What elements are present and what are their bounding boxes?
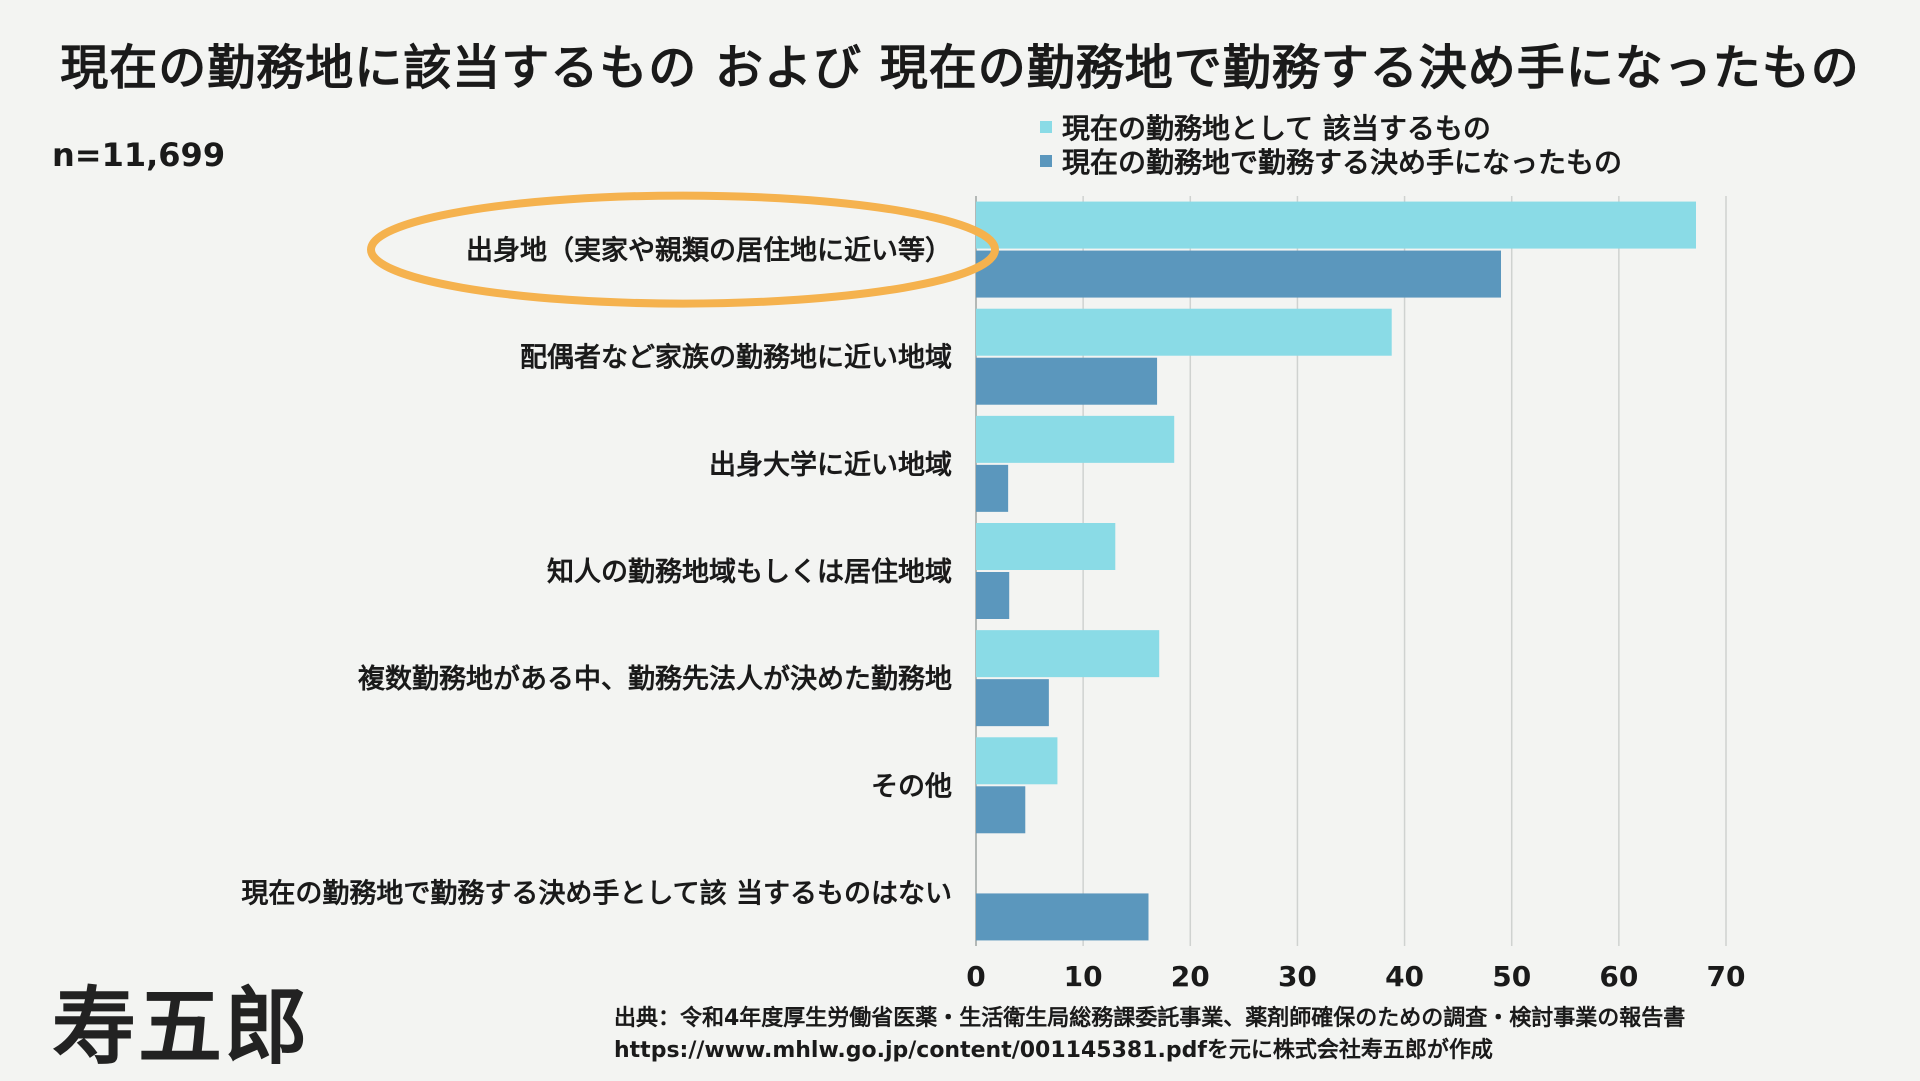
bar-series-2 <box>976 893 1149 941</box>
x-tick-label: 50 <box>1492 960 1531 993</box>
x-tick-label: 40 <box>1385 960 1424 993</box>
bar-series-2 <box>976 786 1026 834</box>
source-citation: 出典：令和4年度厚生労働省医薬・生活衛生局総務課委託事業、薬剤師確保のための調査… <box>614 1003 1685 1067</box>
category-label: その他 <box>871 771 952 802</box>
bar-series-2 <box>976 679 1049 727</box>
chart-title: 現在の勤務地に該当するもの および 現在の勤務地で勤務する決め手になったもの <box>60 40 1860 96</box>
legend-swatch-series-2 <box>1040 155 1052 167</box>
legend-label-series-2: 現在の勤務地で勤務する決め手になったもの <box>1062 146 1623 179</box>
bar-series-1 <box>976 737 1058 785</box>
x-tick-label: 20 <box>1171 960 1210 993</box>
category-label: 現在の勤務地で勤務する決め手として該 当するものはない <box>241 877 952 909</box>
category-label: 複数勤務地がある中、勤務先法人が決めた勤務地 <box>358 663 952 695</box>
legend-swatch-series-1 <box>1040 121 1052 133</box>
bar-series-1 <box>976 415 1175 463</box>
category-label: 配偶者など家族の勤務地に近い地域 <box>520 342 952 374</box>
legend-label-series-1: 現在の勤務地として 該当するもの <box>1062 112 1491 145</box>
bar-series-2 <box>976 357 1158 405</box>
legend-item-series-2: 現在の勤務地で勤務する決め手になったもの <box>1040 144 1623 179</box>
bar-series-1 <box>976 308 1392 356</box>
company-logo: 寿五郎 <box>52 977 311 1076</box>
chart-legend: 現在の勤務地として 該当するもの 現在の勤務地で勤務する決め手になったもの <box>1040 110 1623 179</box>
highlight-ellipse <box>367 191 999 308</box>
category-label: 知人の勤務地域もしくは居住地域 <box>547 556 952 588</box>
bar-series-2 <box>976 250 1501 298</box>
bar-series-1 <box>976 630 1160 678</box>
category-label: 出身地（実家や親類の居住地に近い等） <box>466 235 952 267</box>
x-tick-label: 60 <box>1599 960 1638 993</box>
legend-item-series-1: 現在の勤務地として 該当するもの <box>1040 110 1622 145</box>
source-line-2: https://www.mhlw.go.jp/content/001145381… <box>614 1038 1493 1063</box>
bar-series-1 <box>976 201 1696 249</box>
bar-series-1 <box>976 523 1116 570</box>
x-tick-label: 30 <box>1278 960 1317 993</box>
sample-size-label: n=11,699 <box>52 136 226 174</box>
x-tick-label: 0 <box>966 960 985 993</box>
x-tick-label: 10 <box>1064 960 1103 993</box>
bar-series-2 <box>976 572 1010 619</box>
bar-series-2 <box>976 464 1009 512</box>
category-label: 出身大学に近い地域 <box>709 449 952 481</box>
source-line-1: 出典：令和4年度厚生労働省医薬・生活衛生局総務課委託事業、薬剤師確保のための調査… <box>614 1006 1686 1031</box>
x-tick-label: 70 <box>1707 960 1746 993</box>
